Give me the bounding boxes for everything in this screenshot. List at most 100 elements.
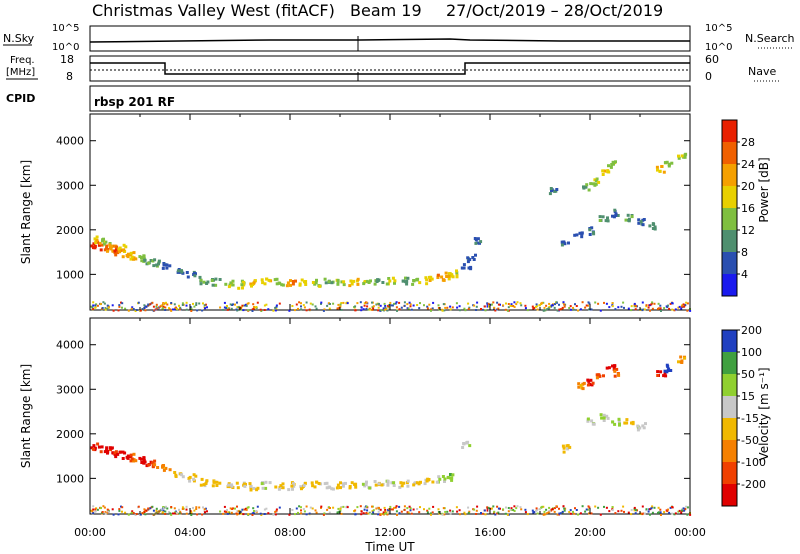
power-ground-cell [389,301,392,304]
velocity-echo-cell [106,451,109,455]
power-ground-cell [225,307,228,309]
velocity-ground-cell [407,511,410,514]
velocity-ground-cell [651,511,654,514]
velocity-ground-cell [90,509,93,512]
x-tick-label: 04:00 [174,526,206,539]
velocity-echo-cell [589,378,593,382]
power-ground-cell [201,309,204,312]
power-ground-cell [524,307,527,310]
power-ground-cell [683,305,686,308]
power-ground-cell [367,308,370,311]
power-ground-cell [196,309,199,312]
power-ground-cell [92,308,95,310]
power-ground-cell [476,301,479,304]
power-echo-cell [601,173,605,176]
power-echo-cell [580,235,584,239]
power-ground-cell [497,307,500,310]
power-colorbar-tick-label: 24 [741,158,755,171]
velocity-echo-cell [386,483,390,487]
velocity-echo-cell [325,481,329,485]
velocity-echo-cell [278,486,282,490]
velocity-ground-cell [659,508,662,511]
power-ground-cell [667,304,669,307]
power-echo-cell [663,161,667,165]
power-echo-cell [147,261,151,265]
velocity-ground-cell [275,511,278,514]
power-echo-cell [294,279,297,283]
power-ground-cell [275,307,278,310]
power-ground-cell [105,308,108,311]
power-ground-cell [526,309,529,312]
velocity-ground-cell [253,510,255,512]
power-ground-cell [475,309,478,311]
velocity-echo-cell [450,478,454,482]
velocity-echo-cell [365,480,368,484]
power-ground-cell [588,308,591,311]
velocity-ground-cell [91,510,94,513]
velocity-ground-cell [630,513,633,516]
nsearch-tick-top: 10^5 [705,23,732,34]
velocity-echo-cell [205,479,209,483]
power-colorbar-tick-label: 12 [741,224,755,237]
power-echo-cell [614,212,618,216]
velocity-ground-cell [106,508,109,511]
power-ground-cell [496,301,499,304]
velocity-ground-cell [383,506,386,509]
velocity-echo-cell [361,482,365,486]
velocity-ground-cell [162,506,165,508]
power-echo-cell [267,278,271,282]
power-ground-cell [288,309,291,312]
power-echo-cell [286,281,290,285]
velocity-ground-cell [124,511,127,514]
velocity-ground-cell [599,513,602,516]
power-echo-cell [441,278,445,282]
cpid-strip: CPID rbsp 201 RF [6,85,691,112]
velocity-ground-cell [563,509,566,512]
velocity-ground-cell [195,508,198,510]
power-echo-cell [101,239,104,243]
velocity-ground-cell [278,506,281,509]
power-ground-cell [106,304,109,307]
velocity-ground-cell [390,508,393,511]
velocity-ground-cell [340,512,343,515]
power-ground-cell [383,307,386,310]
power-ground-cell [174,307,177,310]
velocity-ground-cell [590,512,593,515]
power-ground-cell [152,305,155,308]
power-echo-cell [455,269,458,273]
power-ground-cell [346,302,349,305]
velocity-echo-cell [153,463,157,467]
velocity-ground-cell [519,506,522,509]
velocity-echo-cell [600,416,604,420]
velocity-ground-cell [245,507,247,510]
velocity-ground-cell [332,506,335,509]
velocity-ground-cell [365,505,368,508]
power-echo-cell [466,260,470,264]
power-echo-cell [611,160,615,164]
power-echo-cell [151,259,155,263]
velocity-echo-cell [656,374,660,377]
power-echo-cell [104,240,108,244]
velocity-ground-cell [161,508,164,511]
power-echo-cell [265,277,269,281]
velocity-echo-cell [130,457,134,461]
power-ground-cell [483,305,486,308]
power-ground-cell [164,306,167,309]
power-echo-cell [580,232,584,236]
velocity-echo-cell [226,483,230,487]
velocity-echo-cell [591,422,595,426]
velocity-echo-cell [110,446,114,450]
power-ground-cell [332,302,335,305]
velocity-echo-cell [602,413,606,417]
velocity-echo-cell [406,479,410,483]
velocity-ground-cell [611,509,614,512]
power-ground-cell [680,307,683,310]
velocity-ground-cell [235,512,238,515]
velocity-ground-cell [475,509,478,512]
velocity-echo-cell [683,356,687,360]
velocity-ground-cell [323,512,326,515]
power-echo-cell [548,192,552,196]
velocity-ground-cell [451,510,454,513]
power-echo-cell [100,243,104,247]
power-ground-cell [104,307,107,310]
